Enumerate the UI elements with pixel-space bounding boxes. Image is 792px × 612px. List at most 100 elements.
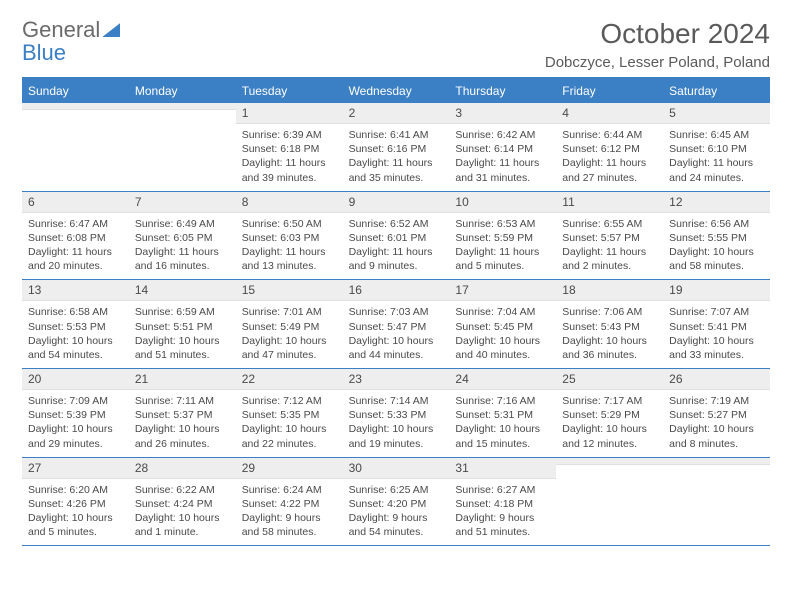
daylight-text: Daylight: 9 hours and 51 minutes. <box>455 511 550 539</box>
daylight-text: Daylight: 10 hours and 44 minutes. <box>349 334 444 362</box>
sunset-text: Sunset: 5:49 PM <box>242 320 337 334</box>
day-details: Sunrise: 6:24 AMSunset: 4:22 PMDaylight:… <box>236 479 343 546</box>
calendar-cell: 31Sunrise: 6:27 AMSunset: 4:18 PMDayligh… <box>449 458 556 546</box>
daylight-text: Daylight: 10 hours and 12 minutes. <box>562 422 657 450</box>
sunset-text: Sunset: 5:35 PM <box>242 408 337 422</box>
calendar-cell-empty <box>129 103 236 191</box>
day-number: 11 <box>556 192 663 212</box>
sunset-text: Sunset: 5:45 PM <box>455 320 550 334</box>
daylight-text: Daylight: 11 hours and 31 minutes. <box>455 156 550 184</box>
daylight-text: Daylight: 10 hours and 29 minutes. <box>28 422 123 450</box>
sunset-text: Sunset: 5:43 PM <box>562 320 657 334</box>
sunrise-text: Sunrise: 6:42 AM <box>455 128 550 142</box>
sunrise-text: Sunrise: 7:19 AM <box>669 394 764 408</box>
sunset-text: Sunset: 4:18 PM <box>455 497 550 511</box>
sunset-text: Sunset: 5:47 PM <box>349 320 444 334</box>
page-title: October 2024 <box>545 18 770 50</box>
daylight-text: Daylight: 10 hours and 1 minute. <box>135 511 230 539</box>
weekday-header: Sunday <box>22 79 129 103</box>
day-number: 2 <box>343 103 450 123</box>
calendar-cell: 5Sunrise: 6:45 AMSunset: 6:10 PMDaylight… <box>663 103 770 191</box>
day-details: Sunrise: 6:56 AMSunset: 5:55 PMDaylight:… <box>663 213 770 280</box>
calendar-cell: 27Sunrise: 6:20 AMSunset: 4:26 PMDayligh… <box>22 458 129 546</box>
sunset-text: Sunset: 4:20 PM <box>349 497 444 511</box>
day-details: Sunrise: 6:22 AMSunset: 4:24 PMDaylight:… <box>129 479 236 546</box>
calendar-cell: 29Sunrise: 6:24 AMSunset: 4:22 PMDayligh… <box>236 458 343 546</box>
calendar-cell: 25Sunrise: 7:17 AMSunset: 5:29 PMDayligh… <box>556 369 663 457</box>
sunrise-text: Sunrise: 7:17 AM <box>562 394 657 408</box>
day-details: Sunrise: 6:39 AMSunset: 6:18 PMDaylight:… <box>236 124 343 191</box>
day-details: Sunrise: 7:04 AMSunset: 5:45 PMDaylight:… <box>449 301 556 368</box>
daylight-text: Daylight: 10 hours and 26 minutes. <box>135 422 230 450</box>
day-number: 27 <box>22 458 129 478</box>
day-number: 1 <box>236 103 343 123</box>
sunrise-text: Sunrise: 7:04 AM <box>455 305 550 319</box>
sunrise-text: Sunrise: 6:39 AM <box>242 128 337 142</box>
calendar-cell-empty <box>22 103 129 191</box>
title-block: October 2024 Dobczyce, Lesser Poland, Po… <box>545 18 770 71</box>
sunrise-text: Sunrise: 6:59 AM <box>135 305 230 319</box>
sunset-text: Sunset: 6:03 PM <box>242 231 337 245</box>
calendar-cell-empty <box>663 458 770 546</box>
day-number: 22 <box>236 369 343 389</box>
daylight-text: Daylight: 11 hours and 13 minutes. <box>242 245 337 273</box>
calendar-cell: 30Sunrise: 6:25 AMSunset: 4:20 PMDayligh… <box>343 458 450 546</box>
sunset-text: Sunset: 4:26 PM <box>28 497 123 511</box>
sunrise-text: Sunrise: 7:12 AM <box>242 394 337 408</box>
daylight-text: Daylight: 10 hours and 36 minutes. <box>562 334 657 362</box>
sunrise-text: Sunrise: 7:11 AM <box>135 394 230 408</box>
daylight-text: Daylight: 11 hours and 35 minutes. <box>349 156 444 184</box>
day-details: Sunrise: 6:53 AMSunset: 5:59 PMDaylight:… <box>449 213 556 280</box>
sunset-text: Sunset: 4:24 PM <box>135 497 230 511</box>
sunset-text: Sunset: 5:31 PM <box>455 408 550 422</box>
sunrise-text: Sunrise: 7:14 AM <box>349 394 444 408</box>
sunset-text: Sunset: 4:22 PM <box>242 497 337 511</box>
calendar-cell: 15Sunrise: 7:01 AMSunset: 5:49 PMDayligh… <box>236 280 343 368</box>
sunset-text: Sunset: 6:14 PM <box>455 142 550 156</box>
daylight-text: Daylight: 10 hours and 33 minutes. <box>669 334 764 362</box>
calendar-week: 13Sunrise: 6:58 AMSunset: 5:53 PMDayligh… <box>22 280 770 369</box>
day-details: Sunrise: 7:09 AMSunset: 5:39 PMDaylight:… <box>22 390 129 457</box>
day-details: Sunrise: 6:44 AMSunset: 6:12 PMDaylight:… <box>556 124 663 191</box>
header: General Blue October 2024 Dobczyce, Less… <box>22 18 770 71</box>
sunset-text: Sunset: 6:12 PM <box>562 142 657 156</box>
sunrise-text: Sunrise: 7:01 AM <box>242 305 337 319</box>
day-number: 20 <box>22 369 129 389</box>
calendar-cell: 19Sunrise: 7:07 AMSunset: 5:41 PMDayligh… <box>663 280 770 368</box>
sunset-text: Sunset: 6:16 PM <box>349 142 444 156</box>
calendar-cell: 16Sunrise: 7:03 AMSunset: 5:47 PMDayligh… <box>343 280 450 368</box>
sunset-text: Sunset: 5:37 PM <box>135 408 230 422</box>
sunset-text: Sunset: 5:51 PM <box>135 320 230 334</box>
daylight-text: Daylight: 10 hours and 54 minutes. <box>28 334 123 362</box>
sunrise-text: Sunrise: 6:25 AM <box>349 483 444 497</box>
sunset-text: Sunset: 5:53 PM <box>28 320 123 334</box>
daylight-text: Daylight: 10 hours and 19 minutes. <box>349 422 444 450</box>
sunrise-text: Sunrise: 6:41 AM <box>349 128 444 142</box>
day-details: Sunrise: 6:55 AMSunset: 5:57 PMDaylight:… <box>556 213 663 280</box>
calendar-cell: 28Sunrise: 6:22 AMSunset: 4:24 PMDayligh… <box>129 458 236 546</box>
calendar-cell-empty <box>556 458 663 546</box>
sail-icon <box>102 23 120 37</box>
day-details: Sunrise: 7:16 AMSunset: 5:31 PMDaylight:… <box>449 390 556 457</box>
calendar-cell: 22 Sunrise: 7:12 AMSunset: 5:35 PMDayligh… <box>236 369 343 457</box>
daylight-text: Daylight: 10 hours and 22 minutes. <box>242 422 337 450</box>
day-number: 23 <box>343 369 450 389</box>
sunrise-text: Sunrise: 6:47 AM <box>28 217 123 231</box>
day-details: Sunrise: 6:52 AMSunset: 6:01 PMDaylight:… <box>343 213 450 280</box>
sunrise-text: Sunrise: 6:58 AM <box>28 305 123 319</box>
calendar-cell: 26Sunrise: 7:19 AMSunset: 5:27 PMDayligh… <box>663 369 770 457</box>
daylight-text: Daylight: 11 hours and 20 minutes. <box>28 245 123 273</box>
day-details: Sunrise: 7:11 AMSunset: 5:37 PMDaylight:… <box>129 390 236 457</box>
day-details: Sunrise: 7:19 AMSunset: 5:27 PMDaylight:… <box>663 390 770 457</box>
calendar-cell: 23Sunrise: 7:14 AMSunset: 5:33 PMDayligh… <box>343 369 450 457</box>
calendar: SundayMondayTuesdayWednesdayThursdayFrid… <box>22 77 770 546</box>
sunset-text: Sunset: 6:01 PM <box>349 231 444 245</box>
day-number: 10 <box>449 192 556 212</box>
day-number: 21 <box>129 369 236 389</box>
calendar-week: 27Sunrise: 6:20 AMSunset: 4:26 PMDayligh… <box>22 458 770 547</box>
daylight-text: Daylight: 11 hours and 5 minutes. <box>455 245 550 273</box>
sunset-text: Sunset: 5:29 PM <box>562 408 657 422</box>
day-number: 15 <box>236 280 343 300</box>
day-number: 16 <box>343 280 450 300</box>
weekday-header: Tuesday <box>236 79 343 103</box>
